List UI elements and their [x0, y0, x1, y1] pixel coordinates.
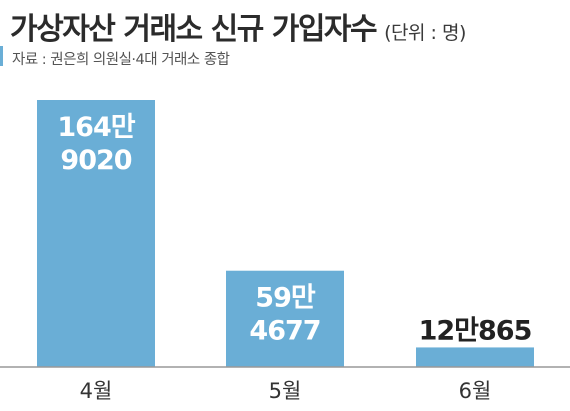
source-note: 자료 : 권은희 의원실·4대 거래소 종합 [12, 52, 230, 68]
category-label-1: 4월 [80, 379, 113, 403]
bar-1 [37, 100, 155, 367]
data-label-3-line-1: 12만865 [419, 315, 532, 346]
data-label-2-line-2: 4677 [249, 316, 320, 347]
category-label-3: 6월 [459, 379, 492, 403]
bar-2 [226, 270, 344, 367]
unit-label: (단위 : 명) [384, 22, 466, 44]
data-label-2-line-1: 59만 [255, 283, 316, 314]
source-accent-bar [0, 46, 3, 66]
title-row: 가상자산 거래소 신규 가입자수 (단위 : 명) [10, 4, 466, 48]
chart-title: 가상자산 거래소 신규 가입자수 [10, 12, 378, 47]
data-label-1-line-1: 164만 [57, 112, 135, 143]
data-label-1-line-2: 9020 [60, 145, 131, 176]
category-label-2: 5월 [269, 379, 302, 403]
category-labels-group: 4월 5월 6월 [80, 379, 492, 403]
bar-3 [416, 347, 534, 367]
